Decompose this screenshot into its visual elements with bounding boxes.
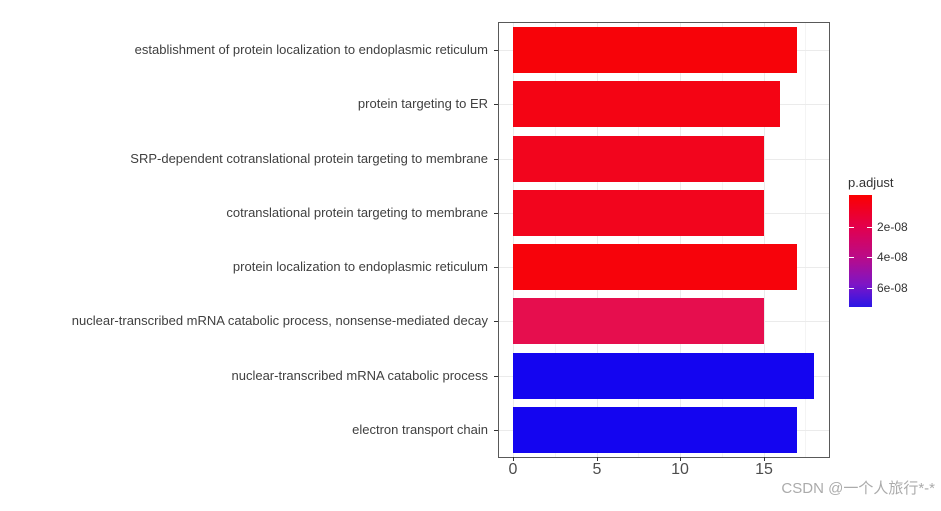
- bar-8: [513, 407, 797, 453]
- legend-title: p.adjust: [848, 175, 894, 190]
- x-axis-tick: [680, 457, 681, 461]
- gridline-minor-v: [638, 23, 640, 457]
- y-axis-tick: [494, 213, 498, 214]
- y-category-label: establishment of protein localization to…: [134, 42, 488, 57]
- bar-4: [513, 190, 764, 236]
- gridline-minor-v: [805, 23, 807, 457]
- y-category-label: nuclear-transcribed mRNA catabolic proce…: [231, 368, 489, 383]
- gridline-major-v: [513, 23, 514, 457]
- gridline-minor-v: [554, 23, 556, 457]
- y-axis-tick: [494, 104, 498, 105]
- bar-1: [513, 27, 797, 73]
- y-category-label: SRP-dependent cotranslational protein ta…: [130, 151, 488, 166]
- legend-tick-label: 2e-08: [877, 220, 908, 234]
- x-axis-tick: [597, 457, 598, 461]
- plot-panel: [498, 22, 830, 458]
- bar-3: [513, 136, 764, 182]
- y-axis-tick: [494, 376, 498, 377]
- gridline-minor-v: [721, 23, 723, 457]
- legend-tick-label: 4e-08: [877, 250, 908, 264]
- legend-tick-dash: [849, 288, 854, 289]
- y-axis-tick: [494, 159, 498, 160]
- legend-tick-dash: [849, 227, 854, 228]
- bar-7: [513, 353, 814, 399]
- legend: p.adjust 2e-08 4e-08 6e-08: [848, 175, 940, 307]
- x-axis-tick-label: 10: [671, 461, 689, 478]
- y-category-label: electron transport chain: [352, 422, 488, 437]
- x-axis-tick-label: 15: [755, 461, 773, 478]
- x-axis-tick: [764, 457, 765, 461]
- bar-5: [513, 244, 797, 290]
- x-axis-tick-label: 5: [592, 461, 602, 478]
- gridline-major-v: [763, 23, 765, 457]
- y-axis-tick: [494, 50, 498, 51]
- legend-tick-label: 6e-08: [877, 281, 908, 295]
- gridline-major-v: [680, 23, 681, 457]
- legend-tick-dash: [867, 288, 872, 289]
- y-axis-tick: [494, 321, 498, 322]
- y-category-label: cotranslational protein targeting to mem…: [226, 205, 488, 220]
- bar-2: [513, 81, 780, 127]
- bar-6: [513, 298, 764, 344]
- legend-tick-dash: [867, 257, 872, 258]
- y-axis-tick: [494, 267, 498, 268]
- y-category-label: protein targeting to ER: [357, 96, 488, 111]
- y-axis-tick: [494, 430, 498, 431]
- legend-tick-dash: [867, 227, 872, 228]
- legend-gradient-bar: [849, 195, 872, 307]
- y-category-label: protein localization to endoplasmic reti…: [232, 259, 488, 274]
- y-category-label: nuclear-transcribed mRNA catabolic proce…: [71, 313, 488, 328]
- watermark-text: CSDN @一个人旅行*-*: [781, 480, 935, 497]
- legend-tick-dash: [849, 257, 854, 258]
- x-axis-tick-label: 0: [508, 461, 518, 478]
- x-axis-tick: [513, 457, 514, 461]
- gridline-major-v: [596, 23, 598, 457]
